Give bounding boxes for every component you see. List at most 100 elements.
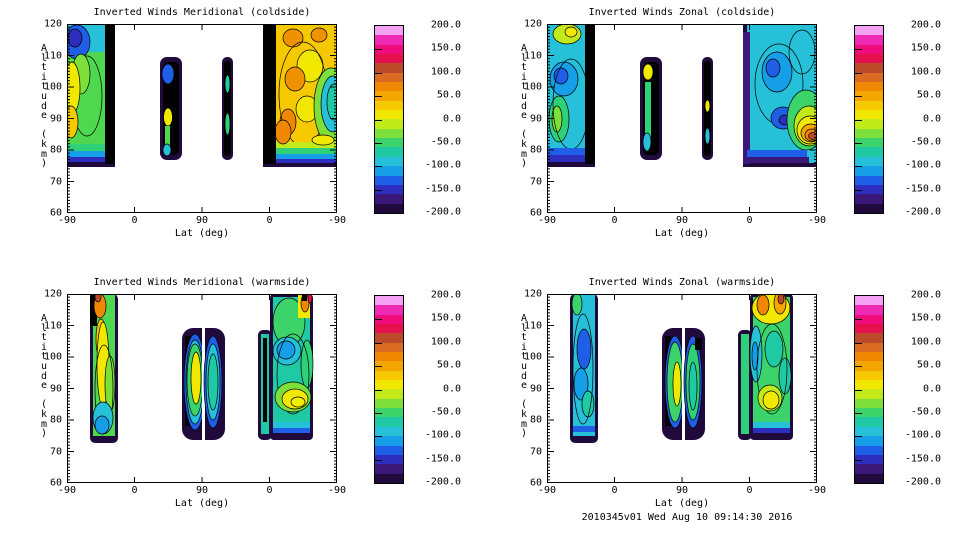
colorbar-band: [375, 342, 403, 353]
x-tick-label: -90: [327, 215, 347, 226]
x-tick-label: -90: [57, 485, 77, 496]
colorbar-tick: [375, 96, 382, 98]
colorbar-band: [375, 72, 403, 83]
plot-title: Inverted Winds Zonal (coldside): [588, 7, 776, 18]
y-tick-label: 120: [43, 18, 62, 30]
y-tick-label: 80: [529, 144, 542, 156]
colorbar-band: [855, 333, 883, 343]
colorbar-band: [855, 26, 883, 36]
colorbar-tick: [855, 436, 862, 438]
colorbar-band: [375, 63, 403, 73]
colorbar-band: [375, 82, 403, 92]
colorbar-band: [855, 305, 883, 315]
y-tick-label: 100: [43, 81, 62, 93]
y-tick-label: 80: [49, 414, 62, 426]
colorbar-tick-label: -50.0: [430, 136, 461, 148]
y-tick-label: 120: [523, 18, 542, 30]
plot-title: Inverted Winds Meridional (coldside): [93, 7, 311, 18]
colorbar-tick-label: -50.0: [910, 406, 941, 418]
colorbar-band: [855, 100, 883, 111]
colorbar-tick: [375, 412, 382, 414]
colorbar-band: [375, 35, 403, 45]
contour-plot: [547, 294, 817, 483]
colorbar-band: [855, 389, 883, 399]
colorbar-band: [375, 147, 403, 157]
colorbar-band: [855, 464, 883, 474]
colorbar-band: [855, 408, 883, 418]
y-axis-label: A l t i t u d e ( k m ): [520, 43, 528, 170]
y-tick-label: 100: [43, 351, 62, 363]
colorbar-band: [375, 352, 403, 362]
colorbar-labels: 200.0 150.0 100.0 50.0 0.0 -50.0 -100.0 -150.0 -…: [404, 20, 461, 218]
colorbar: [854, 25, 884, 214]
x-tick-label: -90: [807, 485, 827, 496]
y-tick-label: 70: [529, 176, 542, 187]
colorbar-tick: [375, 166, 382, 168]
colorbar-band: [855, 314, 883, 325]
x-tick-label: 0: [746, 215, 753, 226]
x-tick-label: 90: [195, 215, 209, 226]
panel-zonal-warmside: Inverted Winds Zonal (warmside) A l t i …: [480, 270, 960, 540]
colorbar-tick: [375, 119, 382, 121]
colorbar-tick-label: -200.0: [904, 206, 941, 218]
colorbar-band: [855, 203, 883, 213]
colorbar-band: [375, 436, 403, 446]
colorbar-band: [375, 454, 403, 465]
colorbar-tick: [375, 49, 382, 51]
colorbar-band: [375, 426, 403, 437]
colorbar-band: [375, 408, 403, 418]
colorbar-band: [855, 156, 883, 167]
colorbar-band: [855, 138, 883, 148]
colorbar-tick-label: 0.0: [922, 113, 941, 124]
colorbar-band: [375, 91, 403, 101]
colorbar-tick: [855, 49, 862, 51]
colorbar-band: [855, 175, 883, 185]
colorbar-tick-label: 200.0: [430, 289, 461, 301]
colorbar-tick: [375, 342, 382, 344]
colorbar-band: [375, 54, 403, 64]
colorbar-tick-label: 150.0: [910, 312, 941, 324]
y-axis-ticks: 120 110 100 90 80 70 60: [24, 289, 62, 489]
colorbar-band: [855, 119, 883, 129]
colorbar-band: [375, 305, 403, 315]
colorbar-tick: [375, 142, 382, 144]
colorbar-tick: [375, 189, 382, 191]
colorbar-band: [375, 119, 403, 129]
colorbar-band: [375, 175, 403, 185]
colorbar-labels: 200.0 150.0 100.0 50.0 0.0 -50.0 -100.0 -150.0 -…: [404, 290, 461, 488]
colorbar-tick: [855, 72, 862, 74]
y-tick-label: 90: [49, 113, 62, 124]
x-tick-label: -90: [807, 215, 827, 226]
colorbar-band: [375, 110, 403, 120]
colorbar-tick: [375, 389, 382, 391]
y-tick-label: 70: [49, 176, 62, 187]
y-axis-label: A l t i t u d e ( k m ): [40, 43, 48, 170]
colorbar-tick: [855, 189, 862, 191]
colorbar-band: [855, 296, 883, 306]
panel-zonal-coldside: Inverted Winds Zonal (coldside) A l t i …: [480, 0, 960, 270]
colorbar-band: [855, 361, 883, 371]
colorbar-band: [855, 398, 883, 409]
x-tick-label: -90: [57, 215, 77, 226]
timestamp-caption: 2010345v01 Wed Aug 10 09:14:30 2016: [581, 512, 793, 523]
colorbar-tick-label: 0.0: [442, 113, 461, 124]
x-axis-ticks: -90 0 90 0 -90: [58, 215, 346, 227]
colorbar-tick-label: -200.0: [424, 206, 461, 218]
colorbar-tick-label: -150.0: [424, 183, 461, 195]
colorbar-tick-label: 50.0: [436, 89, 461, 101]
colorbar-band: [855, 352, 883, 362]
colorbar-tick-label: 150.0: [430, 42, 461, 54]
colorbar-band: [855, 342, 883, 353]
y-tick-label: 120: [523, 288, 542, 300]
y-tick-label: 90: [529, 383, 542, 394]
colorbar-band: [375, 156, 403, 167]
colorbar-tick: [375, 366, 382, 368]
y-tick-label: 120: [43, 288, 62, 300]
colorbar-tick-label: -150.0: [424, 453, 461, 465]
colorbar-band: [855, 82, 883, 92]
colorbar-band: [375, 296, 403, 306]
colorbar-tick: [855, 412, 862, 414]
y-tick-label: 110: [43, 320, 62, 331]
y-tick-label: 110: [523, 50, 542, 61]
colorbar-tick: [375, 319, 382, 321]
